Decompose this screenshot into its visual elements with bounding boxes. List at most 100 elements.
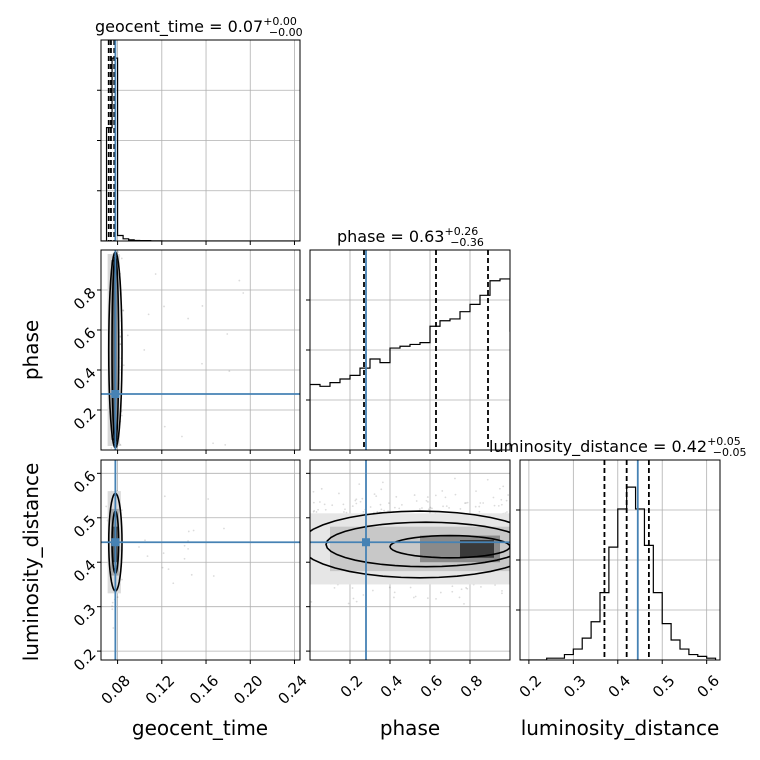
sample-point bbox=[375, 495, 378, 498]
sample-point bbox=[143, 349, 146, 351]
sample-point bbox=[238, 279, 241, 282]
sample-point bbox=[105, 505, 108, 508]
sample-point bbox=[500, 503, 503, 506]
ticks-p00 bbox=[97, 89, 295, 245]
sample-point bbox=[465, 502, 467, 504]
sample-point bbox=[201, 305, 204, 307]
sample-point bbox=[313, 509, 316, 512]
sample-point bbox=[380, 508, 383, 511]
panel-phase-vs-geocent-time: 0.2 0.4 0.6 0.8 bbox=[70, 249, 301, 454]
sample-point bbox=[355, 600, 358, 603]
ticks-p11 bbox=[306, 299, 471, 454]
frame-p20 bbox=[100, 459, 301, 661]
sample-point bbox=[497, 504, 500, 507]
tick-label-x: 0.5 bbox=[649, 672, 679, 702]
sample-point bbox=[479, 502, 482, 504]
sample-point bbox=[379, 503, 382, 506]
sample-point bbox=[187, 547, 190, 550]
sample-point bbox=[454, 477, 456, 480]
sample-point bbox=[381, 481, 384, 484]
sample-point bbox=[494, 584, 496, 586]
sample-point bbox=[121, 578, 123, 581]
sample-point bbox=[480, 586, 482, 588]
ticks-p22: 0.2 0.3 0.4 0.5 0.6 bbox=[516, 509, 723, 702]
sample-point bbox=[161, 566, 164, 569]
sample-point bbox=[445, 505, 448, 508]
tick-label-y: 0.8 bbox=[70, 284, 100, 314]
sample-point bbox=[380, 488, 383, 491]
sample-point bbox=[119, 444, 122, 447]
sample-point bbox=[427, 500, 429, 503]
density-p21 bbox=[310, 460, 510, 660]
sample-point bbox=[163, 425, 166, 428]
sample-point bbox=[122, 309, 125, 312]
sample-point bbox=[323, 503, 326, 506]
truth-marker bbox=[362, 538, 370, 547]
sample-point bbox=[463, 602, 465, 605]
sample-point bbox=[224, 443, 227, 446]
tick-label-x: 0.2 bbox=[337, 672, 367, 702]
sample-point bbox=[181, 435, 183, 438]
sample-point bbox=[351, 505, 354, 508]
tick-label-x: 0.6 bbox=[693, 672, 723, 702]
sample-point bbox=[111, 601, 114, 604]
sample-point bbox=[421, 507, 423, 509]
sample-point bbox=[312, 490, 315, 493]
tick-label-y: 0.6 bbox=[70, 467, 100, 497]
density-p10 bbox=[101, 250, 300, 450]
sample-point bbox=[344, 508, 346, 511]
sample-point bbox=[111, 605, 113, 608]
sample-point bbox=[187, 530, 190, 533]
sample-point bbox=[121, 509, 123, 512]
sample-point bbox=[369, 506, 372, 508]
sample-point bbox=[226, 333, 229, 335]
sample-point bbox=[466, 587, 469, 590]
sample-point bbox=[431, 507, 433, 510]
tick-label-y: 0.2 bbox=[70, 645, 100, 675]
tick-label-x: 0.16 bbox=[186, 672, 222, 708]
sample-point bbox=[464, 502, 466, 505]
sample-point bbox=[312, 510, 315, 513]
contour-outer bbox=[310, 510, 510, 579]
sample-point bbox=[228, 370, 231, 372]
sample-point bbox=[144, 539, 146, 542]
sample-point bbox=[398, 507, 401, 510]
grid-p22 bbox=[520, 460, 720, 660]
sample-point bbox=[122, 309, 124, 311]
tick-label-y: 0.4 bbox=[70, 556, 100, 586]
sample-point bbox=[342, 503, 345, 506]
sample-point bbox=[441, 490, 444, 492]
sample-point bbox=[506, 511, 508, 513]
title-phase: phase = 0.63+0.26 −0.36 bbox=[337, 225, 484, 249]
title-geocent-time-minus: −0.00 bbox=[269, 26, 303, 39]
sample-point bbox=[331, 504, 334, 507]
sample-point bbox=[486, 478, 489, 481]
contour-mid bbox=[325, 521, 510, 568]
sample-point bbox=[187, 317, 190, 320]
sample-point bbox=[310, 600, 313, 603]
sample-point bbox=[162, 552, 165, 555]
sample-point bbox=[324, 508, 327, 511]
contour-inner bbox=[111, 254, 120, 446]
sample-point bbox=[478, 505, 481, 508]
sample-point bbox=[413, 494, 416, 496]
tick-label-y: 0.5 bbox=[70, 512, 100, 542]
sample-point bbox=[400, 503, 403, 506]
sample-point bbox=[126, 334, 129, 337]
frame-p21 bbox=[309, 459, 511, 661]
sample-point bbox=[373, 493, 376, 496]
sample-point bbox=[358, 483, 361, 486]
ylabel-luminosity-distance: luminosity_distance bbox=[19, 463, 43, 662]
histogram-luminosity_distance bbox=[520, 486, 717, 660]
truth-marker bbox=[111, 390, 120, 398]
title-geocent-time-plus: +0.00 bbox=[263, 15, 297, 28]
sample-point bbox=[347, 602, 350, 605]
panel-geocent-time-hist bbox=[97, 39, 301, 245]
sample-point bbox=[119, 343, 122, 345]
sample-point bbox=[343, 511, 345, 513]
sample-point bbox=[212, 575, 215, 577]
sample-point bbox=[376, 510, 379, 513]
density-cell bbox=[460, 540, 494, 558]
sample-point bbox=[466, 501, 469, 504]
